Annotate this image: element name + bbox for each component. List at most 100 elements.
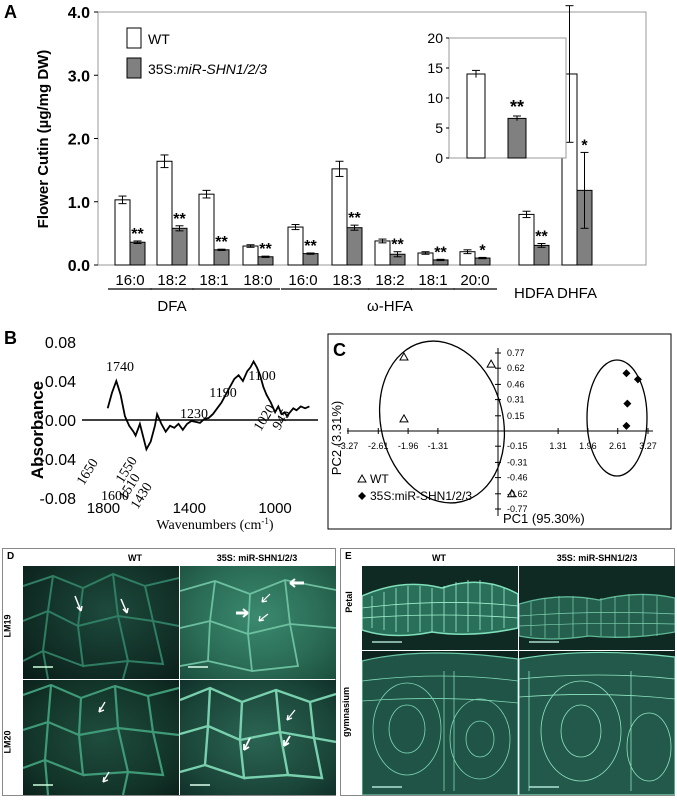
y-tick-label: 0.08 — [45, 335, 76, 352]
panel-a-inset-chart: 0 5 10 15 20 ** — [427, 30, 567, 166]
panel-c-y-axis-label: PC2 (3.31%) — [329, 401, 344, 475]
panel-b-axes: 0.08 0.04 0.00 -0.04 -0.08 1800 1400 1000 — [40, 335, 318, 517]
legend-mir-italic: miR-SHN1/2/3 — [177, 61, 267, 77]
inset-mir-bar — [507, 117, 527, 159]
y-tick-label: 3.0 — [68, 68, 90, 85]
mir-point — [633, 375, 642, 384]
y-tick-label: 1.0 — [68, 195, 90, 212]
mir-bar — [171, 227, 188, 266]
wt-point — [399, 352, 409, 361]
significance-mark: * — [581, 137, 588, 154]
inset-y-tick-label: 0 — [435, 150, 443, 166]
panel-a-bars: ****** ** ****** ** **** — [114, 5, 593, 266]
category-label: 18:2 — [375, 272, 404, 289]
category-label: 16:0 — [115, 272, 144, 289]
mir-point — [622, 369, 631, 378]
y-tick-label: 0.46 — [507, 379, 525, 389]
x-tick-label: 3.27 — [639, 441, 657, 451]
micrograph-e-mir-gymnasium — [519, 651, 675, 795]
micrograph-d-wt-lm20 — [23, 680, 179, 795]
panel-a-y-ticks: 0.0 1.0 2.0 3.0 4.0 — [68, 5, 98, 275]
peak-label: 1190 — [209, 386, 236, 401]
inset-y-tick-label: 15 — [427, 60, 443, 76]
category-label: 20:0 — [460, 272, 489, 289]
peak-label: 1600 — [101, 489, 129, 504]
x-tick-label: -1.31 — [428, 441, 449, 451]
legend-mir-prefix: 35S: — [148, 61, 177, 77]
micrograph-d-mir-lm20 — [180, 680, 336, 795]
wt-point — [506, 488, 517, 498]
wt-bar — [417, 252, 434, 266]
inset-y-tick-label: 20 — [427, 30, 443, 46]
inset-significance-mark: ** — [510, 97, 524, 117]
x-tick-label: -3.27 — [338, 441, 359, 451]
panel-a-y-axis-label: Flower Cutin (µg/mg DW) — [35, 50, 52, 229]
y-tick-label: -0.08 — [40, 491, 77, 508]
panel-b-x-label-text: Wavenumbers (cm — [156, 518, 261, 533]
panel-b-x-label-close: ) — [269, 518, 274, 533]
legend-c-wt-marker — [357, 473, 367, 483]
y-tick-label: -0.15 — [507, 441, 528, 451]
panel-d-header-wt: WT — [128, 553, 142, 563]
category-label: 18:1 — [418, 272, 447, 289]
panel-e-row-gymnasium: gymnasium — [341, 686, 352, 738]
panel-a-letter: A — [4, 2, 17, 22]
peak-label: 1230 — [180, 407, 208, 422]
x-tick-label: 1.96 — [579, 441, 597, 451]
x-tick-label: -1.96 — [398, 441, 419, 451]
panel-e-header-mir: 35S: miR-SHN1/2/3 — [556, 553, 638, 563]
x-tick-label: 1000 — [258, 500, 291, 517]
wt-bar — [287, 226, 304, 266]
wt-point — [486, 359, 496, 368]
panel-b-x-axis-label: Wavenumbers (cm-1) — [156, 516, 274, 533]
mir-bar — [302, 253, 319, 266]
y-tick-label: 0.62 — [507, 363, 525, 373]
wt-bar — [518, 213, 535, 266]
panel-a-bar-chart: A 0.0 1.0 2.0 3.0 4.0 Flower Cutin (µg/mg DW… — [4, 2, 647, 315]
wt-bar — [331, 168, 348, 266]
inset-y-tick-label: 10 — [427, 90, 443, 106]
legend-mir-swatch — [126, 57, 142, 79]
group-label-whfa: ω-HFA — [367, 298, 413, 315]
x-tick-label: -2.61 — [368, 441, 389, 451]
panel-b-x-label-sup: -1 — [261, 516, 269, 526]
panel-d-row-lm20: LM20 — [2, 730, 13, 754]
category-label: 18:1 — [199, 272, 228, 289]
y-tick-label: -0.62 — [507, 489, 528, 499]
category-label: HDFA — [514, 285, 554, 302]
legend-c-mir-label: 35S:miR-SHN1/2/3 — [370, 489, 472, 503]
mir-bar — [346, 227, 363, 266]
mir-bar — [533, 244, 550, 266]
panel-a-group-labels: DFA ω-HFA — [157, 298, 413, 315]
category-label: 16:0 — [288, 272, 317, 289]
x-tick-label: 1400 — [173, 500, 206, 517]
legend-wt-label: WT — [148, 31, 170, 47]
wt-bar — [114, 199, 131, 266]
y-tick-label: -0.04 — [40, 452, 77, 469]
panel-a-x-labels: 16:0 18:2 18:1 18:0 16:0 18:3 18:2 18:1 20:0 HDFA… — [108, 272, 597, 302]
y-tick-label: 4.0 — [68, 5, 90, 22]
y-tick-label: 2.0 — [68, 132, 90, 149]
wt-point — [399, 413, 409, 423]
x-tick-label: 1.31 — [549, 441, 567, 451]
inset-y-tick-label: 5 — [435, 120, 443, 136]
category-label: DHFA — [557, 285, 597, 302]
panel-c-pca-chart: C -3.27 -2.61 -1.96 -1.31 1.31 1.96 2.61 3.27 0.… — [327, 333, 672, 530]
y-tick-label: 0.31 — [507, 395, 525, 405]
micrograph-e-wt-gymnasium — [362, 651, 518, 795]
category-label: 18:3 — [332, 272, 361, 289]
y-tick-label: 0.77 — [507, 348, 525, 358]
panel-d-letter: D — [7, 551, 15, 562]
category-label: 18:0 — [243, 272, 272, 289]
legend-mir-label: 35S:miR-SHN1/2/3 — [148, 61, 267, 77]
y-tick-label: 0.0 — [68, 258, 90, 275]
x-tick-label: 1800 — [87, 500, 120, 517]
panel-e-letter: E — [345, 551, 352, 562]
y-tick-label: 0.15 — [507, 411, 525, 421]
peak-label: 1740 — [106, 360, 134, 375]
panel-e-header-wt: WT — [432, 553, 446, 563]
significance-mark: ** — [434, 244, 447, 261]
significance-mark: ** — [173, 211, 186, 228]
significance-mark: * — [479, 242, 486, 259]
